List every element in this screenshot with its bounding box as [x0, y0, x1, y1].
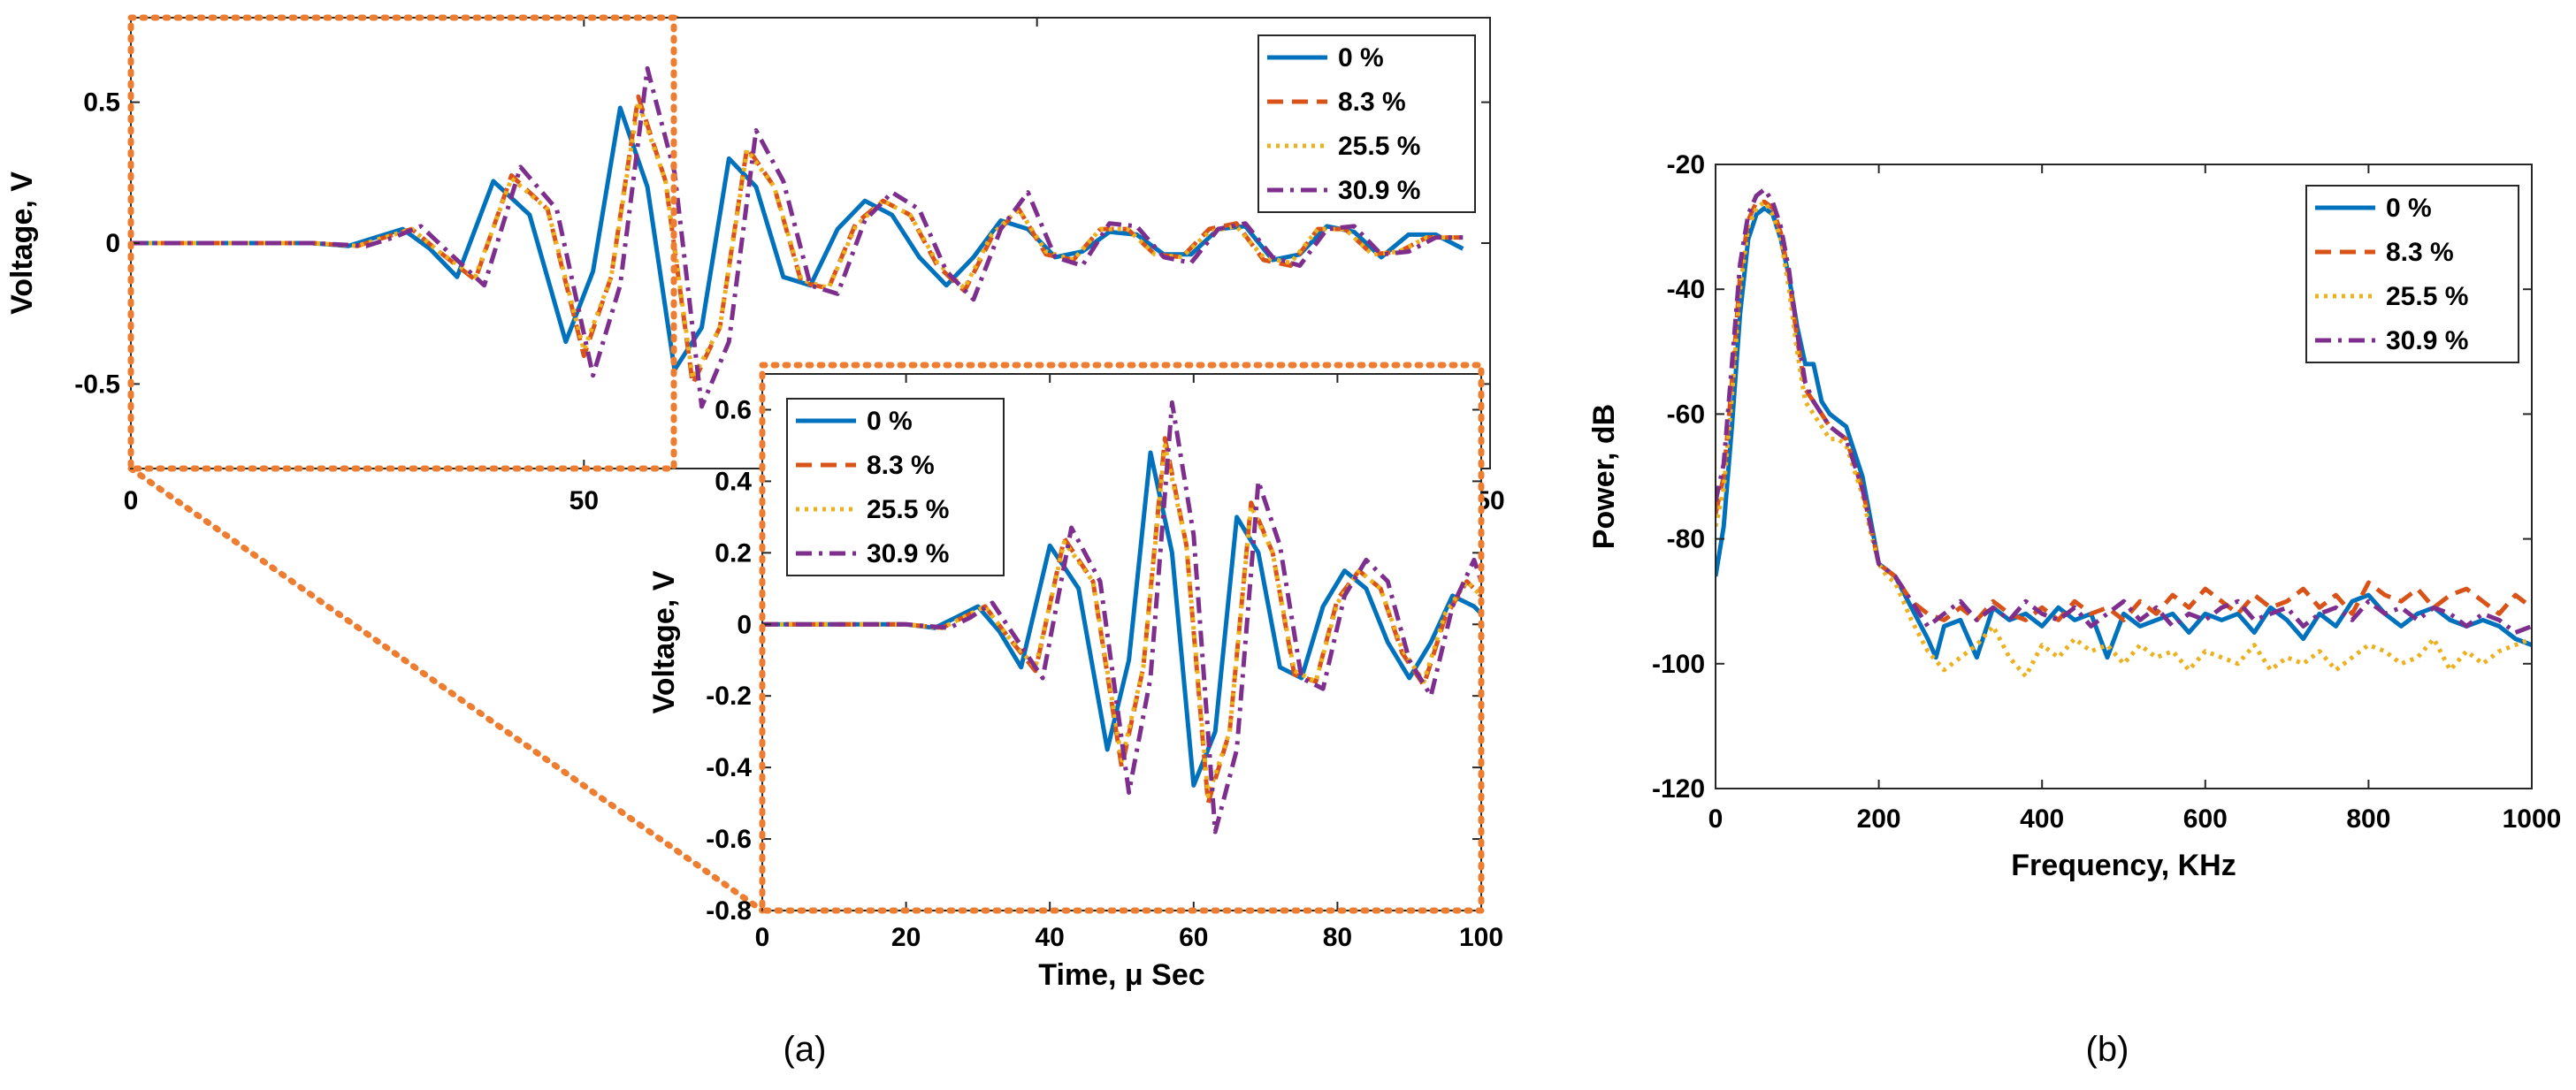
- y-tick-label: -80: [1667, 525, 1705, 554]
- legend-entry: 30.9 %: [867, 539, 949, 568]
- y-axis-label: Voltage, V: [5, 172, 39, 315]
- x-tick-label: 200: [1857, 804, 1901, 834]
- panel-b-label: (b): [2086, 1030, 2129, 1069]
- axes-frame: [1715, 164, 2533, 789]
- y-tick-label: -0.5: [74, 370, 120, 399]
- legend-entry: 0 %: [867, 407, 913, 436]
- y-tick-label: -0.4: [706, 753, 752, 782]
- x-tick-label: 600: [2183, 804, 2228, 834]
- legend-box: [1257, 34, 1476, 213]
- x-tick-label: 0: [755, 923, 770, 952]
- y-axis-label: Power, dB: [1587, 404, 1621, 549]
- series-group: [762, 400, 1481, 835]
- series-line-1: [762, 436, 1481, 806]
- y-tick-label: 0.6: [715, 395, 752, 424]
- legend-entry: 8.3 %: [2386, 238, 2454, 267]
- x-tick-label: 100: [1459, 923, 1503, 952]
- zoom-connector-bottom: [127, 465, 766, 914]
- legend: 0 % 8.3 % 25.5 % 30.9 %: [1257, 34, 1476, 213]
- y-tick-label: 0.4: [715, 467, 752, 496]
- legend-entry: 25.5 %: [1338, 132, 1420, 161]
- x-axis-label: Time, μ Sec: [1038, 958, 1204, 992]
- series-group: [131, 65, 1464, 409]
- y-tick-label: -20: [1667, 150, 1705, 179]
- series-line-3: [1716, 187, 2532, 635]
- legend-entry: 0 %: [1338, 43, 1384, 72]
- x-tick-label: 40: [1036, 923, 1065, 952]
- legend-entry: 8.3 %: [1338, 88, 1406, 117]
- x-tick-label: 20: [891, 923, 921, 952]
- legend-entry: 25.5 %: [2386, 282, 2468, 311]
- series-group: [1716, 187, 2532, 679]
- x-tick-label: 50: [569, 486, 599, 515]
- x-tick-label: 400: [2020, 804, 2064, 834]
- panel-a-inset-plot: 0 20 40 60 80 100 -0.8 -0.6 -0.4 -0.2 0 0.2 0.4 0.6 Ti…: [647, 373, 1503, 992]
- series-line-2: [1716, 199, 2532, 679]
- y-tick-label: 0.5: [83, 88, 120, 118]
- y-tick-label: 0.2: [715, 538, 752, 568]
- panel-b-plot: 0 200 400 600 800 1000 -120 -100 -80 -60 -40 -20 Fre…: [1587, 150, 2561, 882]
- y-tick-label: 0: [105, 229, 120, 258]
- series-line-2: [131, 100, 1464, 381]
- legend-box: [786, 398, 1005, 576]
- y-axis-label: Voltage, V: [647, 570, 681, 713]
- x-tick-label: 0: [1708, 804, 1724, 834]
- inset-zoom-frame: [759, 362, 1485, 914]
- legend: 0 % 8.3 % 25.5 % 30.9 %: [2305, 185, 2519, 363]
- series-line-3: [131, 65, 1464, 409]
- legend-entry: 8.3 %: [867, 451, 935, 480]
- x-tick-label: 0: [124, 486, 139, 515]
- legend-box: [2305, 185, 2519, 363]
- legend-entry: 30.9 %: [2386, 326, 2468, 355]
- series-line-3: [762, 400, 1481, 835]
- legend: 0 % 8.3 % 25.5 % 30.9 %: [786, 398, 1005, 576]
- y-tick-label: -0.8: [706, 896, 752, 926]
- y-tick-label: -120: [1652, 774, 1705, 804]
- y-tick-label: -0.2: [706, 682, 752, 711]
- x-tick-label: 800: [2346, 804, 2390, 834]
- y-tick-label: -0.6: [706, 825, 752, 854]
- legend-entry: 30.9 %: [1338, 176, 1420, 205]
- legend-entry: 25.5 %: [867, 495, 949, 524]
- panel-a-label: (a): [784, 1030, 827, 1069]
- legend-entry: 0 %: [2386, 194, 2432, 223]
- x-tick-label: 1000: [2503, 804, 2562, 834]
- y-tick-label: -60: [1667, 400, 1705, 429]
- y-tick-label: 0: [737, 610, 752, 639]
- zoom-region-box: [127, 14, 677, 472]
- x-tick-label: 60: [1179, 923, 1208, 952]
- series-line-0: [131, 105, 1464, 372]
- x-tick-label: 80: [1323, 923, 1352, 952]
- x-axis-label: Frequency, KHz: [2011, 849, 2236, 882]
- y-tick-label: -100: [1652, 650, 1705, 679]
- series-line-2: [762, 443, 1481, 798]
- y-tick-label: -40: [1667, 275, 1705, 304]
